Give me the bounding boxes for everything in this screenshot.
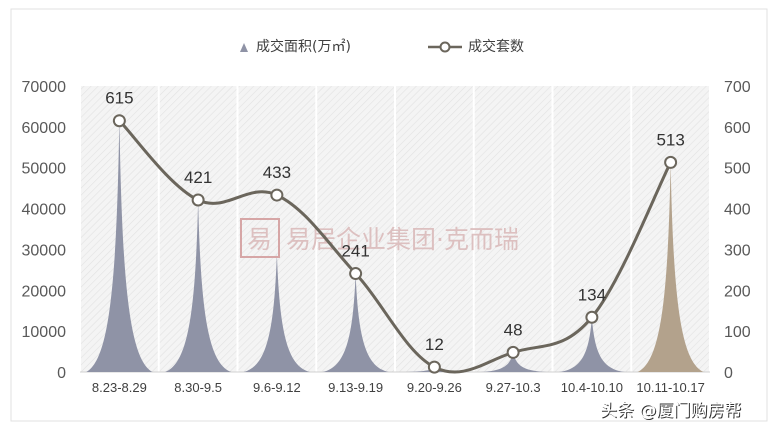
line-point bbox=[427, 360, 441, 374]
data-label: 134 bbox=[578, 285, 606, 304]
watermark-seal bbox=[240, 218, 280, 258]
y-left-tick-label: 40000 bbox=[22, 202, 67, 219]
y-left-tick-label: 30000 bbox=[22, 242, 67, 259]
y-right-tick-label: 0 bbox=[724, 365, 733, 382]
y-left-tick-label: 70000 bbox=[22, 79, 67, 96]
data-label: 513 bbox=[656, 130, 684, 149]
y-left-tick-label: 50000 bbox=[22, 161, 67, 178]
area-peak bbox=[480, 352, 547, 372]
y-right-tick-label: 200 bbox=[724, 283, 751, 300]
watermark-seal-char: 易 bbox=[247, 225, 272, 254]
data-label: 615 bbox=[105, 89, 133, 108]
x-tick-label: 8.23-8.29 bbox=[92, 380, 147, 395]
area-peak bbox=[165, 200, 232, 372]
x-tick-label: 9.6-9.12 bbox=[253, 380, 301, 395]
x-tick-label: 10.11-10.17 bbox=[636, 380, 704, 395]
watermark-text: 易居企业集团·克而瑞 bbox=[286, 225, 519, 254]
credit-shadow: 头条 @厦门购房帮 bbox=[601, 402, 742, 422]
y-left-tick-label: 10000 bbox=[22, 324, 67, 341]
legend-area-marker bbox=[240, 43, 248, 52]
y-right-tick-label: 300 bbox=[724, 242, 751, 259]
y-right-tick-label: 100 bbox=[724, 324, 751, 341]
y-right-tick-label: 700 bbox=[724, 79, 751, 96]
area-peak bbox=[243, 253, 310, 372]
legend: 成交面积(万㎡) 成交套数 bbox=[240, 38, 524, 55]
area-peak bbox=[86, 118, 153, 372]
grid-band bbox=[396, 86, 473, 372]
legend-line-point bbox=[439, 41, 451, 53]
y-right-tick-label: 500 bbox=[724, 161, 751, 178]
x-tick-label: 9.13-9.19 bbox=[328, 380, 383, 395]
line-point bbox=[664, 155, 678, 169]
area-peak bbox=[637, 163, 704, 372]
area-peak bbox=[322, 273, 389, 372]
data-label: 12 bbox=[425, 335, 444, 354]
line-point bbox=[270, 188, 284, 202]
x-tick-label: 9.20-9.26 bbox=[407, 380, 462, 395]
line-point bbox=[506, 345, 520, 359]
legend-series-units-label: 成交套数 bbox=[468, 38, 524, 55]
y-left-tick-label: 0 bbox=[57, 365, 66, 382]
data-label: 241 bbox=[341, 242, 369, 261]
area-peak bbox=[558, 317, 625, 372]
data-label: 433 bbox=[263, 163, 291, 182]
y-right-tick-label: 400 bbox=[724, 202, 751, 219]
credit-text: 头条 @厦门购房帮 bbox=[600, 401, 741, 421]
credit: 头条 @厦门购房帮 头条 @厦门购房帮 bbox=[600, 401, 742, 422]
data-label: 48 bbox=[504, 320, 523, 339]
x-tick-label: 8.30-9.5 bbox=[174, 380, 222, 395]
y-left-tick-label: 60000 bbox=[22, 120, 67, 137]
y-left-tick-label: 20000 bbox=[22, 283, 67, 300]
line-point bbox=[349, 267, 363, 281]
data-label: 421 bbox=[184, 168, 212, 187]
y-right-tick-label: 600 bbox=[724, 120, 751, 137]
x-tick-label: 9.27-10.3 bbox=[486, 380, 541, 395]
line-point bbox=[112, 114, 126, 128]
legend-series-area-label: 成交面积(万㎡) bbox=[256, 38, 351, 55]
grid-band bbox=[474, 86, 552, 372]
x-tick-label: 10.4-10.10 bbox=[561, 380, 623, 395]
line-point bbox=[191, 193, 205, 207]
line-point bbox=[585, 310, 599, 324]
